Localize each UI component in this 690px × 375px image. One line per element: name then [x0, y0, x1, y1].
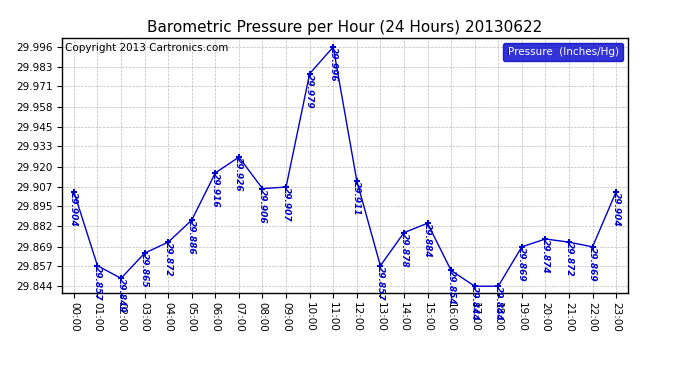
- Text: 29.872: 29.872: [564, 242, 573, 277]
- Text: 29.884: 29.884: [423, 223, 432, 258]
- Text: 29.857: 29.857: [93, 266, 102, 300]
- Text: 29.906: 29.906: [258, 189, 267, 223]
- Text: 29.907: 29.907: [282, 187, 290, 222]
- Text: 29.849: 29.849: [117, 278, 126, 313]
- Text: 29.865: 29.865: [140, 253, 149, 288]
- Text: 29.904: 29.904: [611, 192, 620, 226]
- Text: 29.844: 29.844: [494, 286, 503, 321]
- Text: 29.869: 29.869: [588, 247, 597, 282]
- Text: 29.869: 29.869: [518, 247, 526, 282]
- Legend: Pressure  (Inches/Hg): Pressure (Inches/Hg): [504, 43, 622, 61]
- Text: 29.916: 29.916: [211, 173, 220, 207]
- Title: Barometric Pressure per Hour (24 Hours) 20130622: Barometric Pressure per Hour (24 Hours) …: [148, 20, 542, 35]
- Text: 29.874: 29.874: [541, 239, 550, 274]
- Text: 29.911: 29.911: [353, 181, 362, 215]
- Text: 29.854: 29.854: [446, 270, 455, 305]
- Text: 29.857: 29.857: [376, 266, 385, 300]
- Text: 29.996: 29.996: [328, 47, 337, 82]
- Text: 29.844: 29.844: [470, 286, 479, 321]
- Text: 29.886: 29.886: [187, 220, 196, 255]
- Text: 29.878: 29.878: [400, 232, 408, 267]
- Text: 29.872: 29.872: [164, 242, 172, 277]
- Text: 29.904: 29.904: [70, 192, 79, 226]
- Text: 29.926: 29.926: [235, 157, 244, 192]
- Text: Copyright 2013 Cartronics.com: Copyright 2013 Cartronics.com: [65, 43, 228, 52]
- Text: 29.979: 29.979: [305, 74, 314, 108]
